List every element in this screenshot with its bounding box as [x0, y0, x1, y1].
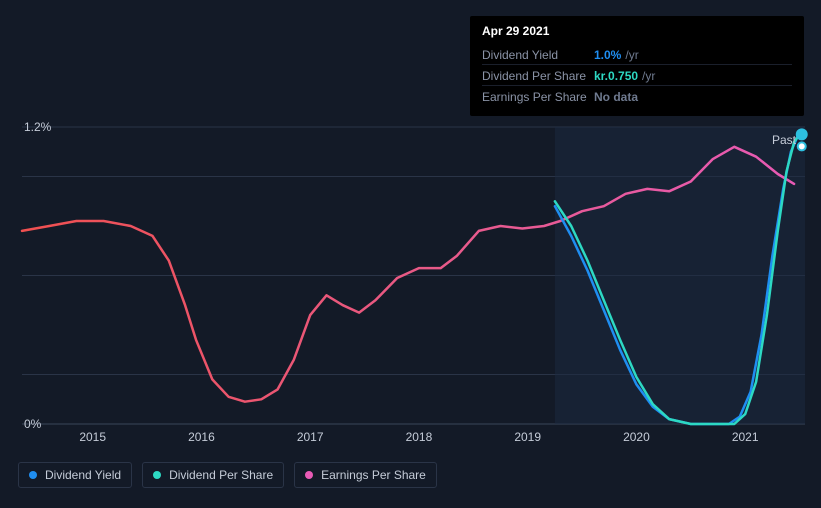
tooltip-row-label: Dividend Per Share [482, 67, 594, 85]
tooltip-row: Dividend Per Sharekr.0.750/yr [482, 64, 792, 85]
tooltip-row-label: Dividend Yield [482, 46, 594, 64]
legend-dot [305, 471, 313, 479]
tooltip-row-value: 1.0% [594, 46, 621, 64]
legend-item[interactable]: Dividend Yield [18, 462, 132, 488]
past-label: Past [772, 133, 796, 147]
tooltip-row-value: kr.0.750 [594, 67, 638, 85]
legend-item[interactable]: Dividend Per Share [142, 462, 284, 488]
tooltip-row: Earnings Per ShareNo data [482, 85, 792, 106]
x-tick: 2019 [514, 430, 541, 444]
legend-label: Earnings Per Share [321, 468, 426, 482]
y-tick: 1.2% [24, 120, 51, 134]
legend-dot [29, 471, 37, 479]
legend-dot [153, 471, 161, 479]
chart-legend: Dividend Yield Dividend Per Share Earnings… [18, 462, 437, 488]
x-tick: 2020 [623, 430, 650, 444]
legend-label: Dividend Per Share [169, 468, 273, 482]
x-tick: 2016 [188, 430, 215, 444]
tooltip-row-suffix: /yr [642, 67, 655, 85]
tooltip-date: Apr 29 2021 [482, 24, 792, 38]
tooltip-row: Dividend Yield1.0% /yr [482, 44, 792, 64]
chart-tooltip: Apr 29 2021 Dividend Yield1.0%/yrDividen… [470, 16, 804, 116]
x-tick: 2017 [297, 430, 324, 444]
dividend-chart: 0% 1.2% 2015 2016 2017 2018 2019 2020 2021 Past… [0, 0, 821, 508]
x-tick: 2015 [79, 430, 106, 444]
legend-item[interactable]: Earnings Per Share [294, 462, 437, 488]
legend-label: Dividend Yield [45, 468, 121, 482]
tooltip-row-label: Earnings Per Share [482, 88, 594, 106]
x-tick: 2018 [406, 430, 433, 444]
tooltip-row-value: No data [594, 88, 638, 106]
x-tick: 2021 [732, 430, 759, 444]
tooltip-row-suffix: /yr [625, 46, 638, 64]
y-tick: 0% [24, 417, 41, 431]
